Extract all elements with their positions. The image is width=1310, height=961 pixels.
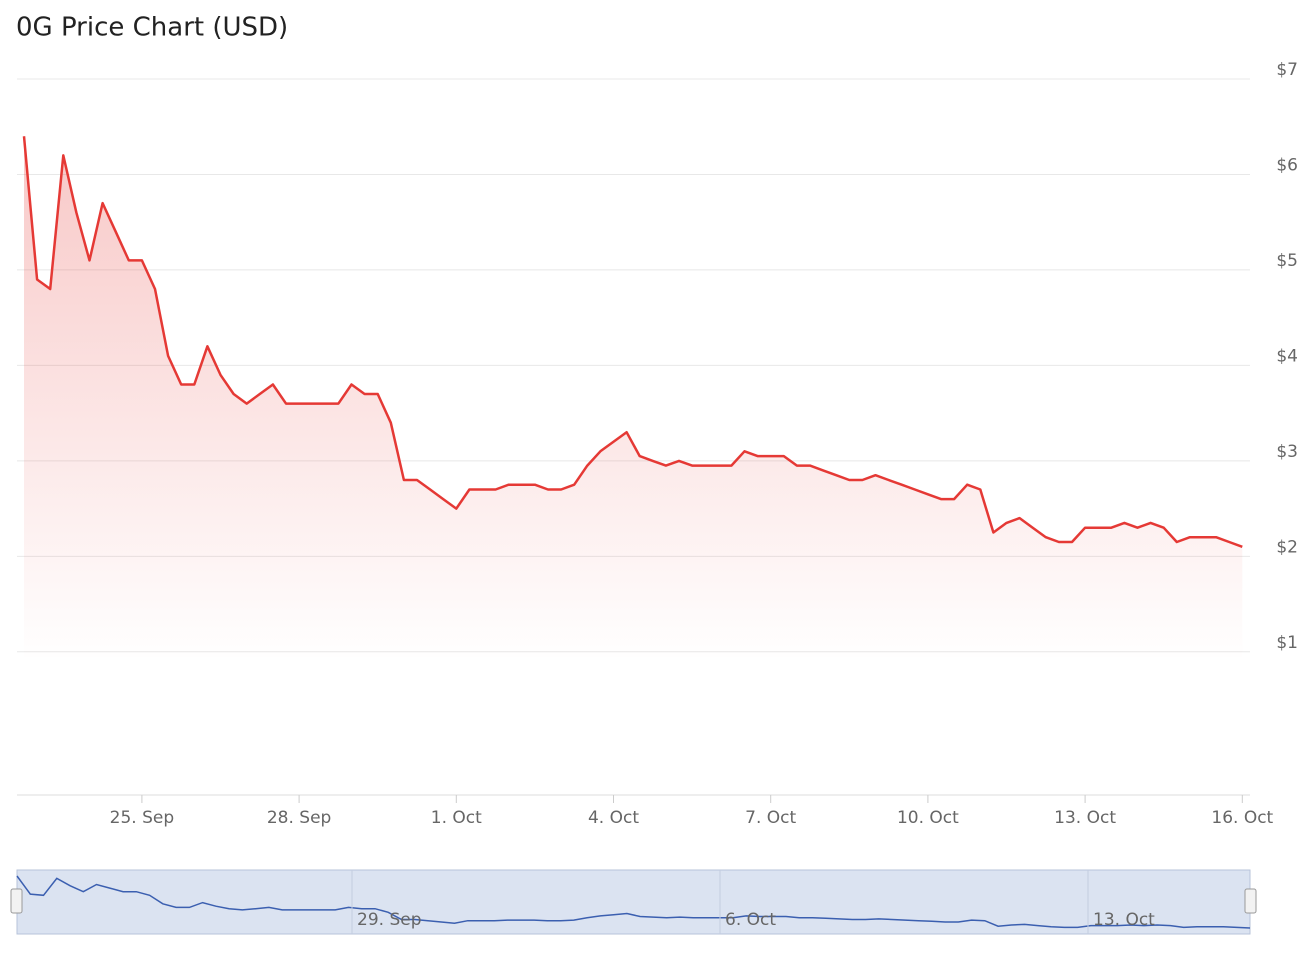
x-tick-label: 28. Sep [267,808,331,828]
chart-title: 0G Price Chart (USD) [16,13,288,43]
y-tick-label: $6 [1276,155,1298,175]
area [24,136,1243,662]
y-tick-label: $3 [1276,442,1298,462]
navigator-handle[interactable] [1244,888,1257,914]
y-tick-label: $1 [1276,633,1298,653]
y-tick-label: $2 [1276,537,1298,557]
x-tick-label: 13. Oct [1054,808,1116,828]
x-tick-label: 7. Oct [745,808,796,828]
x-tick-label: 4. Oct [588,808,639,828]
navigator-line [16,875,1251,929]
x-tick-label: 25. Sep [110,808,174,828]
x-tick-label: 1. Oct [431,808,482,828]
line [22,136,1243,548]
y-tick-label: $4 [1276,346,1298,366]
navigator-handle[interactable] [10,888,23,914]
navigator[interactable] [16,869,1251,935]
navigator-label: 6. Oct [725,910,776,930]
x-tick-label: 16. Oct [1211,808,1273,828]
y-tick-label: $7 [1276,60,1298,80]
y-tick-label: $5 [1276,251,1298,271]
navigator-label: 29. Sep [357,910,421,930]
navigator-label: 13. Oct [1093,910,1155,930]
x-tick-label: 10. Oct [897,808,959,828]
